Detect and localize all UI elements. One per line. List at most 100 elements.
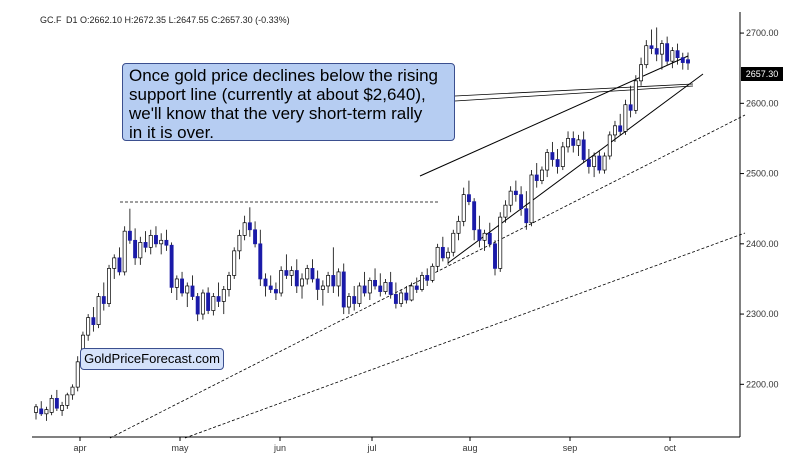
candle-down <box>216 296 221 302</box>
candle-up <box>237 235 242 252</box>
candle-down <box>519 194 524 210</box>
candle-down <box>101 296 106 304</box>
candle-up <box>112 257 117 269</box>
candle-down <box>294 270 299 287</box>
candle-up <box>174 278 179 288</box>
candle-down <box>310 268 315 280</box>
candlesticks <box>34 27 690 421</box>
candle-up <box>326 275 331 287</box>
candle-down <box>352 296 357 304</box>
callout-pointer-bottom <box>454 85 694 102</box>
candle-up <box>498 216 503 269</box>
candle-down <box>362 285 367 294</box>
callout-pointer-top <box>454 83 694 97</box>
candle-down <box>315 278 320 290</box>
candle-up <box>592 155 597 167</box>
y-axis-ticks: 2200.00 2300.00 2400.00 2500.00 2600.00 2700.… <box>740 28 779 389</box>
candle-down <box>117 257 122 273</box>
candle-down <box>127 230 132 241</box>
candle-down <box>571 138 576 146</box>
candle-down <box>373 279 377 287</box>
x-tick-label: aug <box>462 443 477 453</box>
candle-down <box>393 294 398 304</box>
candle-up <box>607 134 612 157</box>
candle-down <box>263 278 268 287</box>
candle-down <box>414 285 419 290</box>
candle-up <box>34 406 38 413</box>
candle-down <box>524 208 529 224</box>
candle-up <box>96 296 101 325</box>
candle-up <box>60 405 65 411</box>
candle-down <box>253 229 258 245</box>
candle-down <box>133 239 138 259</box>
candle-down <box>534 174 539 181</box>
candle-up <box>435 246 440 267</box>
chart-header-symbol: GC.F <box>40 15 62 25</box>
candle-down <box>618 125 623 132</box>
candle-up <box>200 292 205 315</box>
candle-down <box>284 270 289 276</box>
candle-up <box>508 190 513 206</box>
candle-up <box>289 270 294 276</box>
candle-up <box>639 64 644 82</box>
candle-down <box>268 285 273 290</box>
wedge-upper-line <box>419 55 689 177</box>
candle-down <box>680 57 685 63</box>
candle-down <box>273 289 278 294</box>
candle-down <box>654 48 659 55</box>
candle-up <box>148 235 153 248</box>
candle-up <box>279 270 284 294</box>
candle-down <box>169 244 174 288</box>
candle-up <box>221 289 226 302</box>
candle-down <box>206 292 211 311</box>
candle-down <box>513 190 518 195</box>
y-tick-label: 2300.00 <box>746 309 779 319</box>
candle-down <box>195 296 200 315</box>
candle-down <box>649 45 654 49</box>
candle-down <box>247 222 252 231</box>
candle-down <box>143 242 148 248</box>
candle-down <box>54 398 59 409</box>
candle-up <box>383 282 388 292</box>
candle-up <box>451 232 456 253</box>
candle-up <box>227 275 231 290</box>
candle-up <box>602 155 607 171</box>
y-tick-label: 2600.00 <box>746 98 779 108</box>
candle-up <box>446 251 451 259</box>
candle-down <box>686 59 690 64</box>
y-tick-label: 2500.00 <box>746 169 779 179</box>
candle-down <box>586 159 591 167</box>
candle-up <box>107 268 111 304</box>
candle-up <box>211 296 216 311</box>
x-axis-ticks: apr may jun jul aug sep oct <box>73 437 676 453</box>
candle-down <box>39 408 44 415</box>
candle-up <box>75 361 80 388</box>
candle-up <box>633 80 638 111</box>
support-dashed-line-lower <box>184 232 746 439</box>
candle-up <box>420 275 424 290</box>
candle-down <box>493 243 497 269</box>
chart-header-ohlc: O:2662.10 H:2672.35 L:2647.55 C:2657.30 … <box>80 15 290 25</box>
candle-down <box>628 104 633 111</box>
wedge-lower-line <box>447 73 704 264</box>
candle-down <box>581 139 586 160</box>
x-tick-label: sep <box>563 443 578 453</box>
candle-down <box>258 243 263 280</box>
x-tick-label: jul <box>366 443 376 453</box>
candle-up <box>44 409 49 415</box>
candle-down <box>487 232 492 245</box>
candle-up <box>456 220 461 234</box>
candle-up <box>320 285 325 290</box>
candle-down <box>91 317 96 325</box>
candle-up <box>409 285 414 301</box>
last-price-tag: 2657.30 <box>741 67 783 81</box>
candle-up <box>159 239 164 245</box>
candle-up <box>305 268 310 280</box>
candle-up <box>399 292 404 304</box>
annotation-text: Once gold price declines below the risin… <box>129 66 439 142</box>
candle-down <box>665 43 670 62</box>
watermark-label: GoldPriceForecast.com <box>80 348 224 370</box>
candle-up <box>613 125 617 136</box>
x-tick-label: jun <box>273 443 286 453</box>
